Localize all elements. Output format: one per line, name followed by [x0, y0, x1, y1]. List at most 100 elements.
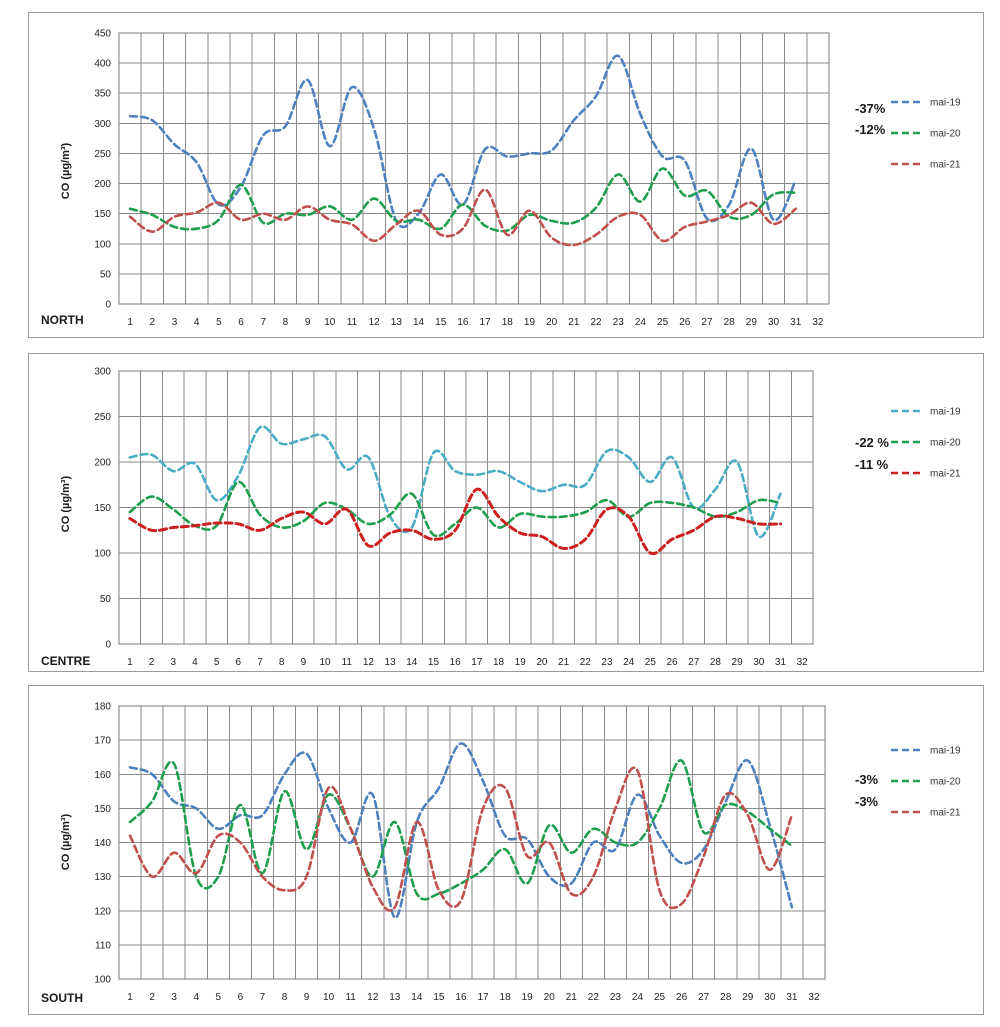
x-tick-label: 22 — [588, 992, 600, 1003]
legend-label: mai-19 — [930, 98, 961, 109]
x-tick-label: 30 — [764, 992, 776, 1003]
x-tick-label: 1 — [127, 992, 133, 1003]
north-plot-frame — [118, 32, 830, 305]
x-tick-label: 21 — [566, 992, 578, 1003]
x-tick-label: 10 — [319, 657, 331, 668]
x-tick-label: 16 — [450, 657, 462, 668]
series-line-mai-21 — [128, 188, 797, 247]
x-tick-label: 27 — [688, 657, 700, 668]
x-tick-label: 32 — [808, 992, 820, 1003]
x-tick-label: 19 — [515, 657, 527, 668]
legend-label: mai-20 — [930, 777, 961, 788]
x-tick-label: 23 — [610, 992, 622, 1003]
x-tick-label: 14 — [411, 992, 423, 1003]
x-tick-label: 25 — [645, 657, 657, 668]
x-tick-label: 5 — [214, 657, 220, 668]
y-tick-label: 0 — [105, 640, 111, 651]
x-tick-label: 27 — [698, 992, 710, 1003]
legend-label: mai-21 — [930, 808, 961, 819]
x-tick-label: 32 — [797, 657, 809, 668]
centre-panel: 0 50 100 150 200 250 300 1 2 3 4 5 6 7 8 9 10 11 12 13 14 15 1… — [28, 353, 984, 672]
x-tick-label: 8 — [283, 317, 289, 328]
y-tick-label: 110 — [95, 940, 111, 951]
south-panel: 100 110 120 130 140 150 160 170 180 1 2 3 4 5 6 7 8 9 10 11… — [28, 685, 984, 1015]
y-tick-label: 130 — [94, 872, 111, 883]
x-tick-label: 16 — [457, 317, 469, 328]
x-tick-label: 21 — [568, 317, 580, 328]
y-tick-label: 350 — [94, 89, 111, 100]
legend-item-mai-19: mai-19 — [891, 746, 961, 757]
legend-item-mai-21: mai-21 — [891, 808, 961, 819]
legend-label: mai-21 — [930, 160, 961, 171]
x-tick-label: 12 — [369, 317, 381, 328]
x-tick-label: 17 — [480, 317, 492, 328]
x-tick-label: 18 — [500, 992, 512, 1003]
x-tick-label: 7 — [260, 317, 266, 328]
y-tick-label: 180 — [94, 702, 111, 713]
north-gridlines — [118, 32, 830, 305]
x-tick-label: 18 — [493, 657, 505, 668]
x-tick-label: 10 — [323, 992, 335, 1003]
legend-item-mai-19: mai-19 — [891, 98, 961, 109]
y-tick-label: 100 — [94, 975, 111, 986]
x-tick-label: 12 — [367, 992, 379, 1003]
x-tick-label: 13 — [389, 992, 401, 1003]
y-tick-label: 120 — [94, 906, 111, 917]
y-tick-label: 250 — [94, 149, 111, 160]
x-tick-label: 3 — [170, 657, 176, 668]
y-tick-label: 50 — [100, 269, 112, 280]
x-tick-label: 26 — [666, 657, 678, 668]
y-tick-label: 150 — [94, 209, 111, 220]
x-tick-label: 28 — [710, 657, 722, 668]
x-tick-label: 28 — [724, 317, 736, 328]
x-tick-label: 5 — [216, 317, 222, 328]
legend-label: mai-19 — [930, 746, 961, 757]
x-tick-label: 13 — [385, 657, 397, 668]
y-tick-label: 200 — [94, 179, 111, 190]
x-tick-label: 30 — [768, 317, 780, 328]
legend-label: mai-21 — [930, 469, 961, 480]
y-axis-label: CO (µg/m³) — [60, 142, 72, 199]
x-tick-label: 31 — [790, 317, 802, 328]
x-tick-label: 4 — [192, 657, 198, 668]
x-tick-label: 23 — [613, 317, 625, 328]
x-tick-label: 13 — [391, 317, 403, 328]
x-tick-label: 25 — [657, 317, 669, 328]
y-tick-label: 0 — [105, 300, 111, 311]
y-tick-label: 100 — [94, 239, 111, 250]
legend-item-mai-20: mai-20 — [891, 438, 961, 449]
series-line-mai-19 — [128, 742, 794, 919]
x-tick-label: 27 — [701, 317, 713, 328]
x-tick-label: 11 — [342, 657, 353, 668]
x-tick-label: 20 — [544, 992, 556, 1003]
x-tick-label: 17 — [471, 657, 483, 668]
y-tick-label: 150 — [94, 804, 111, 815]
x-tick-label: 24 — [635, 317, 647, 328]
legend-item-mai-21: mai-21 — [891, 469, 961, 480]
x-tick-label: 14 — [413, 317, 425, 328]
percent-change-label: -12% — [855, 122, 886, 137]
x-tick-label: 3 — [172, 317, 178, 328]
x-tick-label: 9 — [304, 992, 310, 1003]
y-tick-label: 170 — [94, 736, 111, 747]
y-tick-label: 450 — [94, 29, 111, 40]
y-tick-label: 140 — [94, 838, 111, 849]
legend-item-mai-20: mai-20 — [891, 777, 961, 788]
y-tick-label: 100 — [94, 549, 111, 560]
percent-change-label: -3% — [855, 794, 879, 809]
x-tick-label: 8 — [282, 992, 288, 1003]
x-tick-label: 19 — [524, 317, 536, 328]
south-plot-frame — [118, 705, 826, 980]
x-tick-label: 17 — [477, 992, 489, 1003]
south-gridlines — [118, 705, 826, 980]
x-tick-label: 5 — [216, 992, 222, 1003]
x-tick-label: 2 — [150, 317, 156, 328]
x-tick-label: 30 — [753, 657, 765, 668]
x-tick-label: 22 — [590, 317, 602, 328]
y-tick-label: 300 — [94, 119, 111, 130]
x-tick-label: 11 — [345, 992, 356, 1003]
x-tick-label: 18 — [502, 317, 514, 328]
x-tick-label: 1 — [127, 657, 133, 668]
